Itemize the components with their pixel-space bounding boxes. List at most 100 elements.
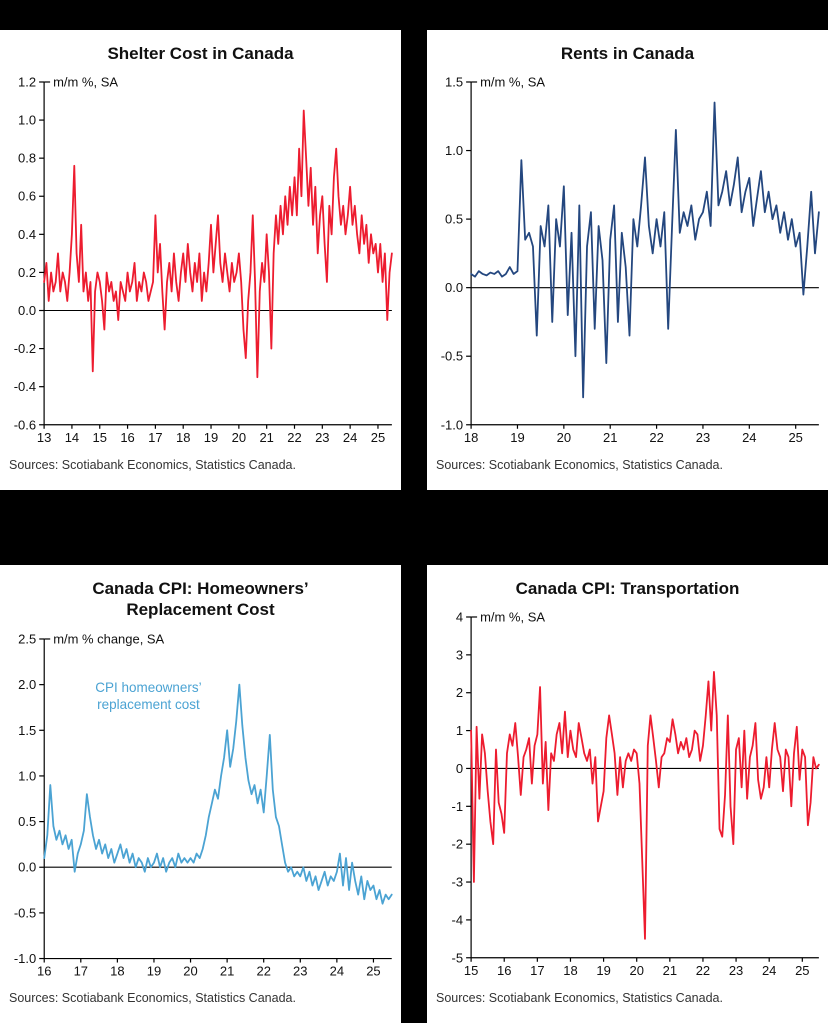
- y-tick-label: -1.0: [14, 951, 36, 966]
- x-tick-label: 25: [371, 430, 385, 445]
- chart-title-homeowners-replacement-cost: Canada CPI: Homeowners’ Replacement Cost: [92, 579, 309, 620]
- x-tick-label: 24: [343, 430, 357, 445]
- source-note: Sources: Scotiabank Economics, Statistic…: [436, 991, 723, 1005]
- x-tick-label: 24: [762, 963, 776, 978]
- x-tick-label: 17: [74, 963, 88, 978]
- y-tick-label: 0.4: [18, 227, 36, 242]
- series-annotation: CPI homeowners’: [95, 679, 201, 694]
- y-axis-unit-label: m/m %, SA: [480, 610, 545, 625]
- x-tick-label: 19: [204, 430, 218, 445]
- x-tick-label: 14: [65, 430, 79, 445]
- rents-line-chart: 1.5 1.0 0.5 0.0 -0.5 -1.018 19 20 21 22 23 24 25 m/m …: [441, 75, 820, 445]
- series-line: [43, 683, 393, 905]
- x-tick-label: 23: [293, 963, 307, 978]
- x-tick-label: 19: [147, 963, 161, 978]
- x-tick-label: 18: [176, 430, 190, 445]
- x-tick-label: 18: [563, 963, 577, 978]
- x-tick-label: 21: [603, 430, 617, 445]
- series-line: [470, 671, 820, 941]
- chart-title-rents: Rents in Canada: [560, 44, 695, 63]
- series-annotation: replacement cost: [97, 696, 200, 711]
- x-tick-label: 15: [464, 963, 478, 978]
- chart-title-transportation: Canada CPI: Transportation: [515, 579, 740, 598]
- x-tick-label: 13: [37, 430, 51, 445]
- y-tick-label: 1.0: [18, 768, 36, 783]
- y-tick-label: 1.5: [18, 722, 36, 737]
- x-tick-label: 25: [795, 963, 809, 978]
- y-tick-label: 2: [456, 685, 463, 700]
- y-tick-label: 2.5: [18, 631, 36, 646]
- y-axis-unit-label: m/m %, SA: [480, 75, 545, 90]
- x-tick-label: 16: [120, 430, 134, 445]
- x-tick-label: 16: [37, 963, 51, 978]
- y-tick-label: -4: [452, 913, 464, 928]
- y-tick-label: -0.2: [14, 341, 36, 356]
- y-tick-label: 4: [456, 610, 463, 625]
- x-tick-label: 23: [696, 430, 710, 445]
- x-tick-label: 25: [788, 430, 802, 445]
- y-tick-label: 1.5: [445, 75, 463, 90]
- x-tick-label: 21: [220, 963, 234, 978]
- chart-title-shelter-cost: Shelter Cost in Canada: [107, 44, 294, 63]
- x-tick-label: 23: [729, 963, 743, 978]
- x-tick-label: 23: [315, 430, 329, 445]
- y-tick-label: -2: [452, 837, 464, 852]
- x-tick-label: 19: [596, 963, 610, 978]
- x-tick-label: 19: [510, 430, 524, 445]
- y-tick-label: 0.5: [18, 814, 36, 829]
- x-tick-label: 22: [287, 430, 301, 445]
- source-note: Sources: Scotiabank Economics, Statistic…: [436, 458, 723, 472]
- y-tick-label: 0.0: [445, 280, 463, 295]
- y-tick-label: -0.6: [14, 418, 36, 433]
- homeowners-replacement-cost-line-chart: 2.5 2.0 1.5 1.0 0.5 0.0 -0.5 -1.016 17 18 19 20 21 22…: [14, 631, 393, 978]
- y-tick-label: 0.8: [18, 151, 36, 166]
- x-tick-label: 20: [183, 963, 197, 978]
- y-tick-label: -0.5: [441, 349, 463, 364]
- y-tick-label: 0.5: [445, 212, 463, 227]
- source-note: Sources: Scotiabank Economics, Statistic…: [9, 458, 296, 472]
- chart-panel-transportation: Canada CPI: Transportation 4 3 2 1 0 -1 -2 -3 -4…: [427, 565, 828, 1023]
- y-tick-label: -1.0: [441, 418, 463, 433]
- chart-panel-homeowners-replacement-cost: Canada CPI: Homeowners’ Replacement Cost…: [0, 565, 401, 1023]
- x-tick-label: 21: [259, 430, 273, 445]
- chart-panel-shelter-cost: Shelter Cost in Canada 1.2 1.0 0.8 0.6 0.4 0.…: [0, 30, 401, 490]
- y-tick-label: 3: [456, 648, 463, 663]
- y-axis-unit-label: m/m %, SA: [53, 75, 118, 90]
- x-tick-label: 22: [649, 430, 663, 445]
- y-tick-label: 1.0: [445, 143, 463, 158]
- y-tick-label: -0.5: [14, 905, 36, 920]
- x-tick-label: 20: [557, 430, 571, 445]
- x-tick-label: 18: [110, 963, 124, 978]
- y-tick-label: 0.6: [18, 189, 36, 204]
- y-tick-label: 0: [456, 761, 463, 776]
- x-tick-label: 15: [93, 430, 107, 445]
- y-tick-label: 1: [456, 723, 463, 738]
- series-line: [470, 101, 820, 399]
- x-tick-label: 25: [366, 963, 380, 978]
- y-tick-label: 0.2: [18, 265, 36, 280]
- x-tick-label: 16: [497, 963, 511, 978]
- y-tick-label: 0.0: [18, 303, 36, 318]
- y-tick-label: 1.0: [18, 113, 36, 128]
- y-tick-label: -5: [452, 951, 464, 966]
- x-tick-label: 24: [742, 430, 756, 445]
- x-tick-label: 24: [330, 963, 344, 978]
- y-tick-label: 2.0: [18, 677, 36, 692]
- x-tick-label: 17: [530, 963, 544, 978]
- chart-panel-rents: Rents in Canada 1.5 1.0 0.5 0.0 -0.5 -1.0 18 19…: [427, 30, 828, 490]
- x-tick-label: 22: [696, 963, 710, 978]
- x-tick-label: 20: [232, 430, 246, 445]
- x-tick-label: 22: [256, 963, 270, 978]
- y-tick-label: -0.4: [14, 379, 36, 394]
- y-tick-label: 0.0: [18, 859, 36, 874]
- series-line: [43, 109, 393, 379]
- x-tick-label: 17: [148, 430, 162, 445]
- x-tick-label: 21: [663, 963, 677, 978]
- source-note: Sources: Scotiabank Economics, Statistic…: [9, 991, 296, 1005]
- shelter-cost-line-chart: 1.2 1.0 0.8 0.6 0.4 0.2 0.0 -0.2 -0.4 -0.613 14 15 1…: [14, 75, 393, 445]
- y-tick-label: 1.2: [18, 75, 36, 90]
- y-tick-label: -1: [452, 799, 464, 814]
- x-tick-label: 20: [629, 963, 643, 978]
